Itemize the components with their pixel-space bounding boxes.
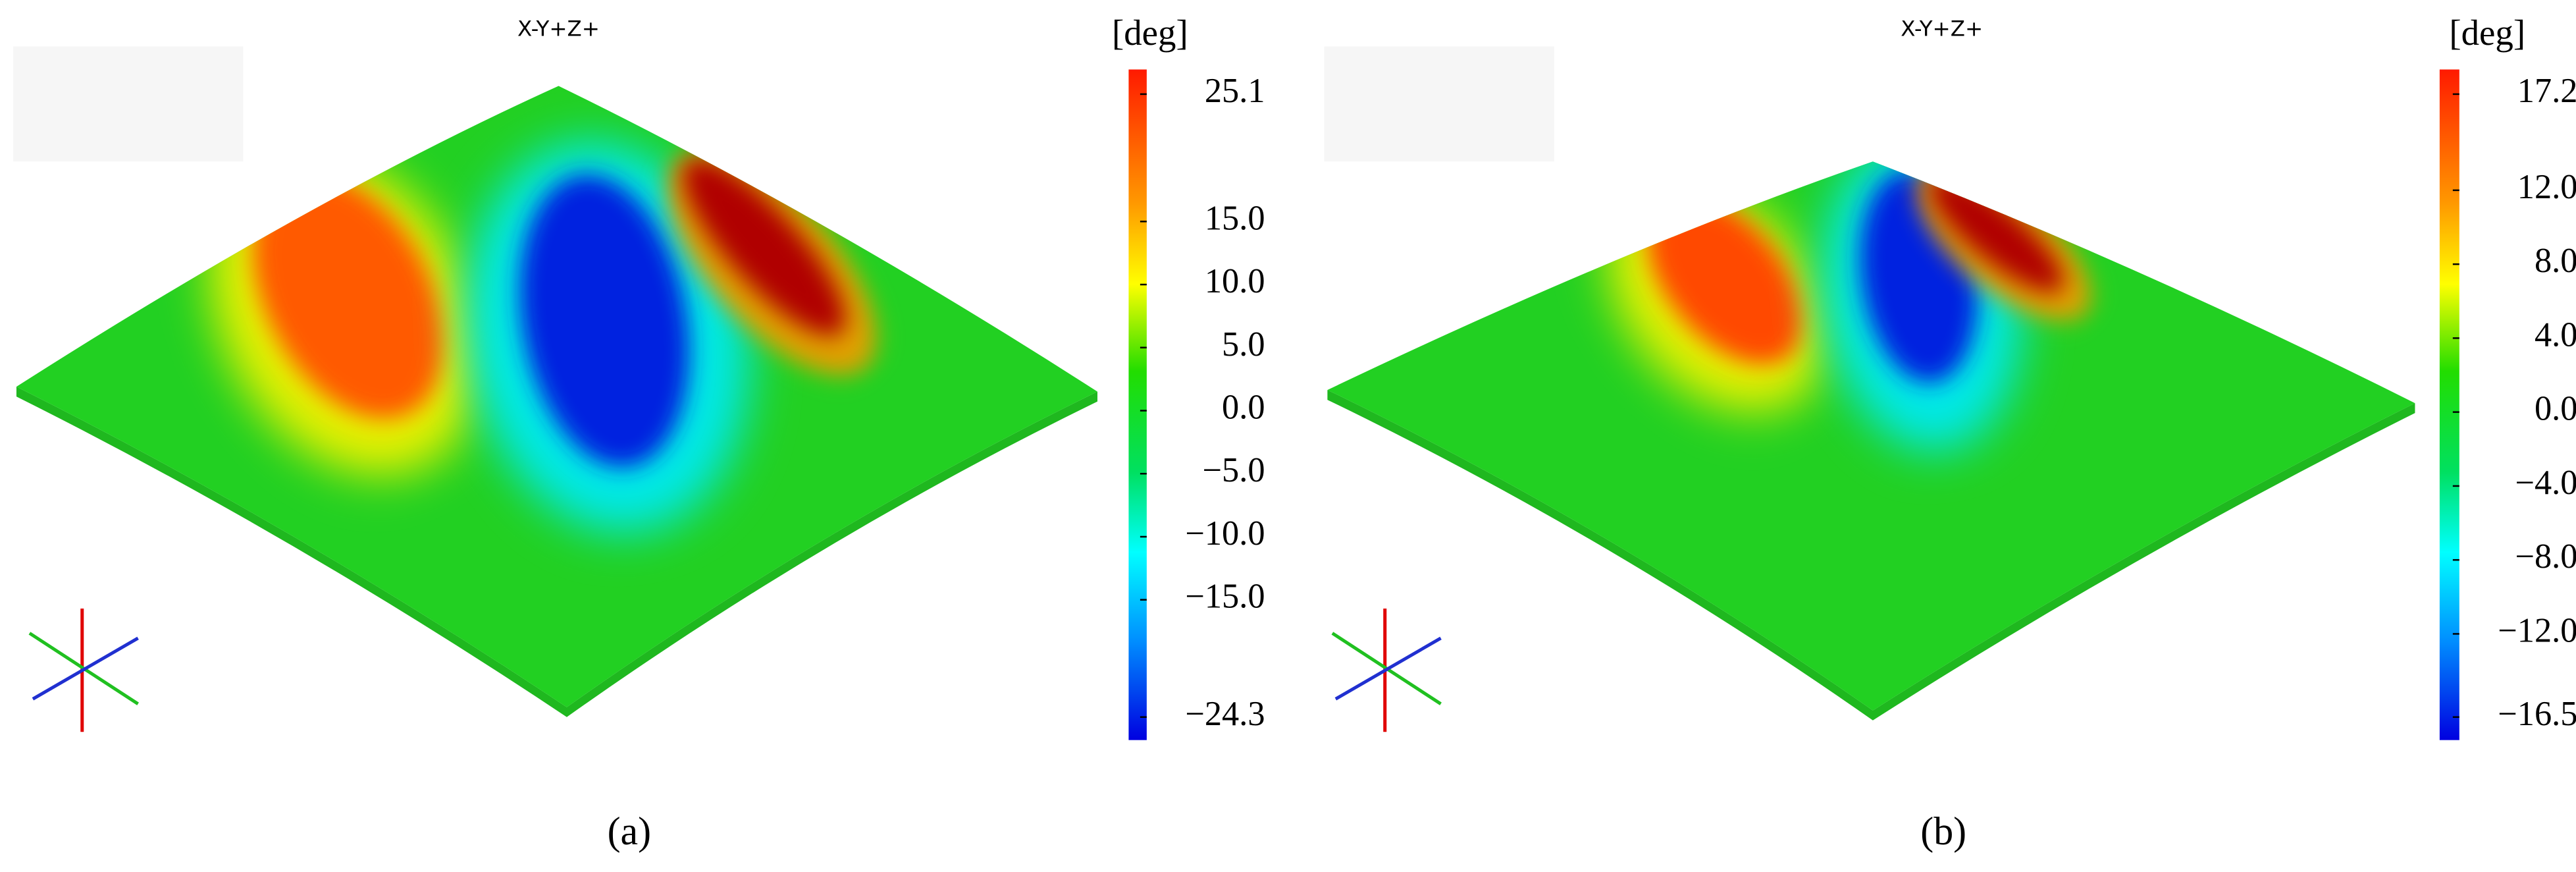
colorbar [1128, 69, 1147, 740]
colorbar-tick-label: 0.0 [1222, 389, 1265, 427]
colorbar-tick-label: −4.0 [2515, 464, 2576, 502]
colorbar-tick-label: 25.1 [1205, 72, 1265, 110]
colorbar-tick-label: 12.0 [2517, 168, 2576, 206]
surface-a [13, 46, 1098, 717]
colorbar-tick-label: −12.0 [2498, 611, 2576, 649]
colorbar-tick-label: 0.0 [2535, 390, 2576, 428]
colorbar-tick-label: 17.2 [2517, 72, 2576, 110]
colorbar [2439, 69, 2459, 740]
surface-b [1324, 46, 2415, 721]
colorbar-tick-label: 4.0 [2535, 315, 2576, 354]
colorbar-tick-label: 15.0 [1205, 199, 1265, 237]
colorbar-tick-label: −16.5 [2498, 695, 2576, 733]
colorbar-tick-label: −5.0 [1203, 451, 1265, 489]
axis-triad [28, 609, 1442, 732]
colorbar-unit: [deg] [2449, 13, 2525, 53]
colorbar-tick-label: −15.0 [1185, 578, 1265, 616]
colorbar-tick-label: 8.0 [2535, 242, 2576, 280]
colorbar-tick-label: −8.0 [2515, 537, 2576, 576]
view-label: X-Y+Z+ [1901, 16, 1983, 41]
view-label: X-Y+Z+ [517, 16, 600, 41]
caption: (b) [1920, 809, 1966, 853]
colorbar-tick-label: 10.0 [1205, 262, 1265, 300]
colorbar-tick-label: 5.0 [1222, 325, 1265, 364]
colorbar-tick-label: −10.0 [1185, 514, 1265, 553]
caption: (a) [608, 809, 651, 853]
colorbar-unit: [deg] [1112, 13, 1188, 53]
colorbar-tick-label: −24.3 [1185, 695, 1265, 733]
